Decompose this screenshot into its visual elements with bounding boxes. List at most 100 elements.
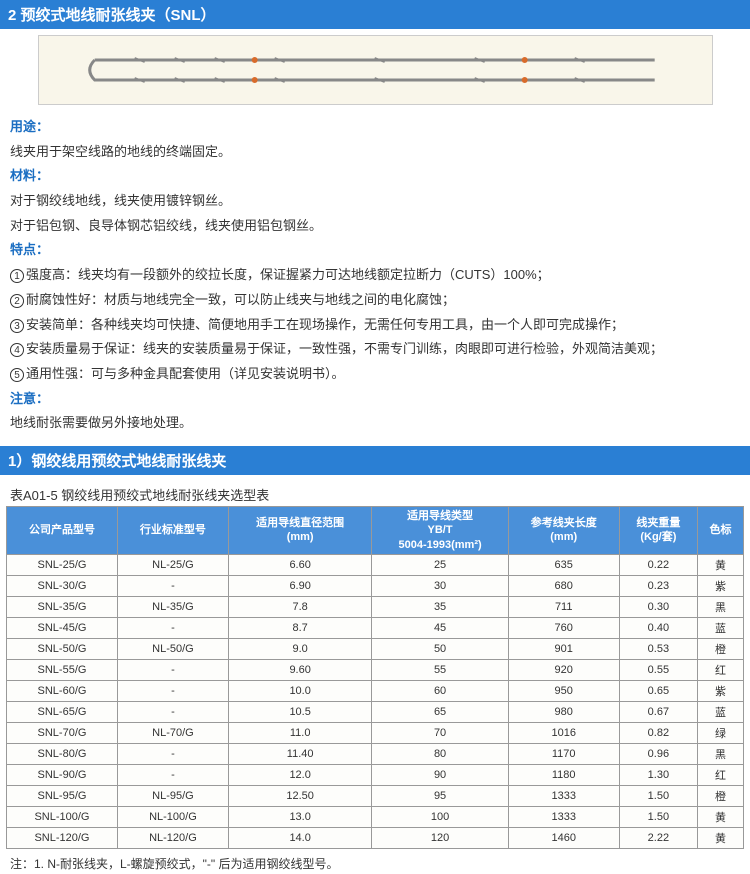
table-cell: - bbox=[117, 743, 228, 764]
material-line-1: 对于钢绞线地线，线夹使用镀锌钢丝。 bbox=[10, 193, 231, 208]
table-column-header: 行业标准型号 bbox=[117, 506, 228, 554]
table-cell: 55 bbox=[372, 659, 508, 680]
feature-2: 2耐腐蚀性好：材质与地线完全一致，可以防止线夹与地线之间的电化腐蚀； bbox=[10, 288, 740, 313]
table-column-header: 适用导线直径范围(mm) bbox=[228, 506, 372, 554]
table-column-header: 线夹重量(Kg/套) bbox=[619, 506, 697, 554]
feature-1: 1强度高：线夹均有一段额外的绞拉长度，保证握紧力可达地线额定拉断力（CUTS）1… bbox=[10, 263, 740, 288]
table-cell: SNL-35/G bbox=[7, 596, 118, 617]
table-cell: 80 bbox=[372, 743, 508, 764]
table-cell: NL-25/G bbox=[117, 554, 228, 575]
table-cell: 0.65 bbox=[619, 680, 697, 701]
table-cell: 25 bbox=[372, 554, 508, 575]
table-cell: - bbox=[117, 659, 228, 680]
table-cell: 绿 bbox=[698, 722, 744, 743]
table-cell: 9.60 bbox=[228, 659, 372, 680]
table-cell: SNL-80/G bbox=[7, 743, 118, 764]
table-cell: NL-35/G bbox=[117, 596, 228, 617]
table-cell: NL-70/G bbox=[117, 722, 228, 743]
notice-label: 注意： bbox=[10, 391, 49, 406]
table-cell: 1180 bbox=[508, 764, 619, 785]
table-column-header: 参考线夹长度(mm) bbox=[508, 506, 619, 554]
table-row: SNL-80/G-11.408011700.96黑 bbox=[7, 743, 744, 764]
table-cell: 8.7 bbox=[228, 617, 372, 638]
table-cell: 30 bbox=[372, 575, 508, 596]
product-image bbox=[38, 35, 713, 105]
table-cell: 680 bbox=[508, 575, 619, 596]
table-row: SNL-95/GNL-95/G12.509513331.50橙 bbox=[7, 785, 744, 806]
table-row: SNL-45/G-8.7457600.40蓝 bbox=[7, 617, 744, 638]
table-cell: 14.0 bbox=[228, 827, 372, 848]
features-label: 特点： bbox=[10, 242, 49, 257]
table-body: SNL-25/GNL-25/G6.60256350.22黄SNL-30/G-6.… bbox=[7, 554, 744, 848]
table-cell: 0.67 bbox=[619, 701, 697, 722]
spec-table: 公司产品型号行业标准型号适用导线直径范围(mm)适用导线类型YB/T5004-1… bbox=[6, 506, 744, 849]
table-cell: 100 bbox=[372, 806, 508, 827]
table-cell: 0.40 bbox=[619, 617, 697, 638]
table-cell: 2.22 bbox=[619, 827, 697, 848]
table-cell: 901 bbox=[508, 638, 619, 659]
table-title: 表A01-5 钢绞线用预绞式地线耐张线夹选型表 bbox=[0, 479, 750, 506]
table-cell: 黄 bbox=[698, 806, 744, 827]
table-cell: 1333 bbox=[508, 806, 619, 827]
table-column-header: 公司产品型号 bbox=[7, 506, 118, 554]
table-cell: 0.30 bbox=[619, 596, 697, 617]
table-cell: 60 bbox=[372, 680, 508, 701]
table-cell: SNL-45/G bbox=[7, 617, 118, 638]
table-cell: SNL-100/G bbox=[7, 806, 118, 827]
table-cell: 711 bbox=[508, 596, 619, 617]
table-cell: 760 bbox=[508, 617, 619, 638]
table-cell: NL-100/G bbox=[117, 806, 228, 827]
table-cell: SNL-90/G bbox=[7, 764, 118, 785]
table-cell: SNL-120/G bbox=[7, 827, 118, 848]
table-row: SNL-90/G-12.09011801.30红 bbox=[7, 764, 744, 785]
table-cell: 635 bbox=[508, 554, 619, 575]
table-cell: 1.30 bbox=[619, 764, 697, 785]
table-cell: 黑 bbox=[698, 743, 744, 764]
table-cell: - bbox=[117, 764, 228, 785]
wire-illustration bbox=[55, 45, 694, 95]
table-cell: 950 bbox=[508, 680, 619, 701]
table-cell: SNL-65/G bbox=[7, 701, 118, 722]
table-cell: SNL-60/G bbox=[7, 680, 118, 701]
table-row: SNL-120/GNL-120/G14.012014602.22黄 bbox=[7, 827, 744, 848]
table-cell: - bbox=[117, 680, 228, 701]
table-cell: NL-50/G bbox=[117, 638, 228, 659]
table-cell: 1460 bbox=[508, 827, 619, 848]
table-cell: 50 bbox=[372, 638, 508, 659]
table-cell: 90 bbox=[372, 764, 508, 785]
table-cell: 10.0 bbox=[228, 680, 372, 701]
table-cell: 45 bbox=[372, 617, 508, 638]
table-row: SNL-50/GNL-50/G9.0509010.53橙 bbox=[7, 638, 744, 659]
table-cell: 6.60 bbox=[228, 554, 372, 575]
table-cell: NL-120/G bbox=[117, 827, 228, 848]
table-cell: 紫 bbox=[698, 575, 744, 596]
table-cell: 95 bbox=[372, 785, 508, 806]
table-cell: 0.22 bbox=[619, 554, 697, 575]
table-cell: 35 bbox=[372, 596, 508, 617]
table-cell: 紫 bbox=[698, 680, 744, 701]
table-row: SNL-25/GNL-25/G6.60256350.22黄 bbox=[7, 554, 744, 575]
table-cell: - bbox=[117, 617, 228, 638]
content-block: 用途： 线夹用于架空线路的地线的终端固定。 材料： 对于钢绞线地线，线夹使用镀锌… bbox=[0, 111, 750, 446]
table-cell: 0.96 bbox=[619, 743, 697, 764]
feature-4: 4安装质量易于保证：线夹的安装质量易于保证，一致性强，不需专门训练，肉眼即可进行… bbox=[10, 337, 740, 362]
table-cell: 12.50 bbox=[228, 785, 372, 806]
table-row: SNL-35/GNL-35/G7.8357110.30黑 bbox=[7, 596, 744, 617]
table-column-header: 适用导线类型YB/T5004-1993(mm²) bbox=[372, 506, 508, 554]
table-cell: 0.55 bbox=[619, 659, 697, 680]
table-cell: 0.53 bbox=[619, 638, 697, 659]
table-cell: 1170 bbox=[508, 743, 619, 764]
notice-text: 地线耐张需要做另外接地处理。 bbox=[10, 415, 192, 430]
table-cell: SNL-30/G bbox=[7, 575, 118, 596]
table-cell: 黑 bbox=[698, 596, 744, 617]
table-cell: 13.0 bbox=[228, 806, 372, 827]
table-cell: 70 bbox=[372, 722, 508, 743]
table-cell: - bbox=[117, 575, 228, 596]
table-cell: 1016 bbox=[508, 722, 619, 743]
table-row: SNL-30/G-6.90306800.23紫 bbox=[7, 575, 744, 596]
table-cell: 980 bbox=[508, 701, 619, 722]
table-header-row: 公司产品型号行业标准型号适用导线直径范围(mm)适用导线类型YB/T5004-1… bbox=[7, 506, 744, 554]
table-cell: 920 bbox=[508, 659, 619, 680]
material-label: 材料： bbox=[10, 168, 49, 183]
table-cell: 10.5 bbox=[228, 701, 372, 722]
